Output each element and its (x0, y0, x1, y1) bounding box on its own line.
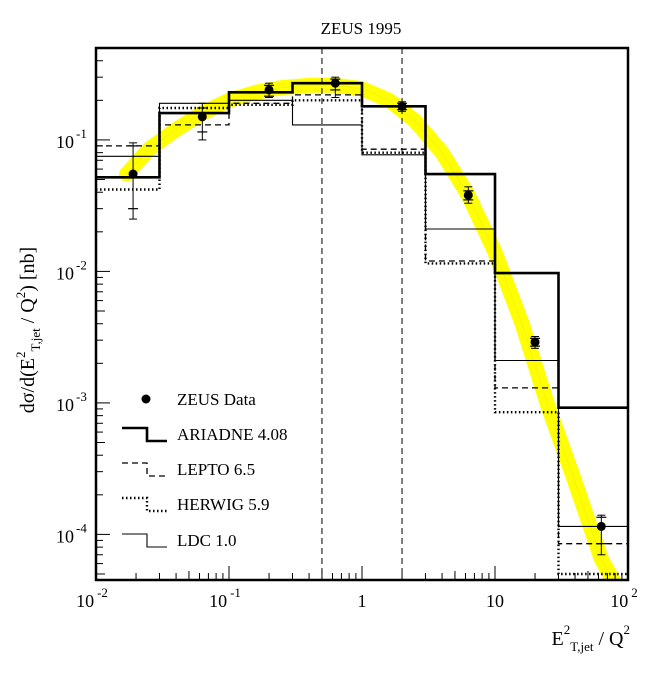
x-tick-base: 10 (76, 591, 94, 611)
legend-label-thin: LDC 1.0 (177, 531, 237, 550)
y-axis-label-sup: 2 (13, 352, 28, 359)
x-tick-label-2: 1 (358, 591, 367, 611)
y-axis-label-sub: T,jet (28, 328, 43, 352)
legend: ZEUS Data ARIADNE 4.08 LEPTO 6.5 HERWIG 5.9… (122, 390, 288, 550)
y-tick-label-1: 10 -2 (56, 257, 87, 283)
x-axis-label-sup: 2 (564, 622, 571, 637)
x-axis-label-mid: / Q (594, 628, 625, 650)
y-tick-exp: -4 (76, 520, 87, 535)
y-axis-label-mid: / Q (17, 298, 39, 329)
y-tick-exp: -1 (76, 126, 87, 141)
legend-entry-dashed: LEPTO 6.5 (122, 460, 255, 479)
data-point-6 (530, 335, 541, 349)
data-point-5 (463, 186, 474, 204)
legend-entry-thin: LDC 1.0 (122, 531, 237, 550)
histogram-dashed (96, 94, 628, 545)
plot-inner (96, 48, 628, 580)
legend-line-thin (122, 533, 167, 548)
data-point-2 (264, 82, 275, 99)
legend-entry-data: ZEUS Data (141, 390, 256, 409)
legend-label-dashed: LEPTO 6.5 (177, 460, 255, 479)
y-tick-exp: -3 (76, 389, 87, 404)
x-axis-label-base: E (552, 628, 564, 650)
y-tick-label-3: 10 -4 (56, 520, 87, 546)
plot-area: 10 -2 10 -1 1 10 10 210 -110 -210 -310 -4 (56, 46, 638, 611)
x-tick-label-0: 10 -2 (76, 585, 108, 611)
legend-data-label: ZEUS Data (177, 390, 256, 409)
x-tick-label-1: 10 -1 (209, 585, 241, 611)
data-marker (128, 169, 138, 179)
y-axis-label-sup2: 2 (13, 292, 28, 299)
legend-label-dotted: HERWIG 5.9 (177, 495, 270, 514)
x-tick-base: 10 (209, 591, 227, 611)
data-marker (596, 521, 606, 531)
y-tick-base: 10 (56, 526, 74, 546)
y-axis-label-suffix: ) [nb] (17, 247, 39, 292)
x-axis-label: E2T,jet / Q2 (552, 622, 630, 654)
data-point-4 (397, 101, 408, 112)
x-tick-exp: -2 (97, 585, 108, 600)
y-tick-label-0: 10 -1 (56, 126, 87, 152)
x-tick-base: 10 (610, 591, 628, 611)
histogram-dotted (96, 99, 628, 576)
legend-line-dotted (122, 496, 167, 513)
data-point-7 (596, 514, 607, 556)
histogram-thick (96, 81, 628, 409)
legend-line-dashed (122, 462, 167, 477)
histogram-thin (96, 99, 628, 527)
y-tick-base: 10 (56, 263, 74, 283)
legend-entry-dotted: HERWIG 5.9 (122, 495, 270, 514)
x-axis-label-sub: T,jet (570, 639, 594, 654)
x-tick-label-3: 10 (486, 591, 504, 611)
legend-data-marker (141, 394, 151, 404)
theory-band (119, 77, 622, 580)
data-point-1 (197, 102, 208, 141)
data-marker (330, 78, 340, 88)
legend-line-thick (122, 426, 167, 443)
x-axis-label-sup2: 2 (624, 622, 631, 637)
x-tick-exp: 2 (631, 585, 638, 600)
data-point-0 (128, 142, 139, 220)
y-tick-exp: -2 (76, 257, 87, 272)
y-axis-label: dσ/d(E2T,jet / Q2) [nb] (13, 247, 43, 413)
y-axis-label-prefix: dσ/d(E (17, 358, 39, 413)
data-marker (397, 101, 407, 111)
data-marker (463, 190, 473, 200)
legend-label-thick: ARIADNE 4.08 (177, 425, 288, 444)
theory-band-core (126, 84, 614, 580)
data-marker (530, 337, 540, 347)
y-tick-base: 10 (56, 395, 74, 415)
x-tick-exp: -1 (230, 585, 241, 600)
legend-entry-thick: ARIADNE 4.08 (122, 425, 288, 444)
x-tick-label-4: 10 2 (610, 585, 638, 611)
data-marker (264, 85, 274, 95)
y-tick-base: 10 (56, 132, 74, 152)
y-tick-label-2: 10 -3 (56, 389, 87, 415)
data-marker (197, 112, 207, 122)
chart-title: ZEUS 1995 (321, 19, 402, 38)
x-tick-base: 10 (486, 591, 504, 611)
x-tick-base: 1 (358, 591, 367, 611)
data-point-3 (330, 76, 341, 99)
